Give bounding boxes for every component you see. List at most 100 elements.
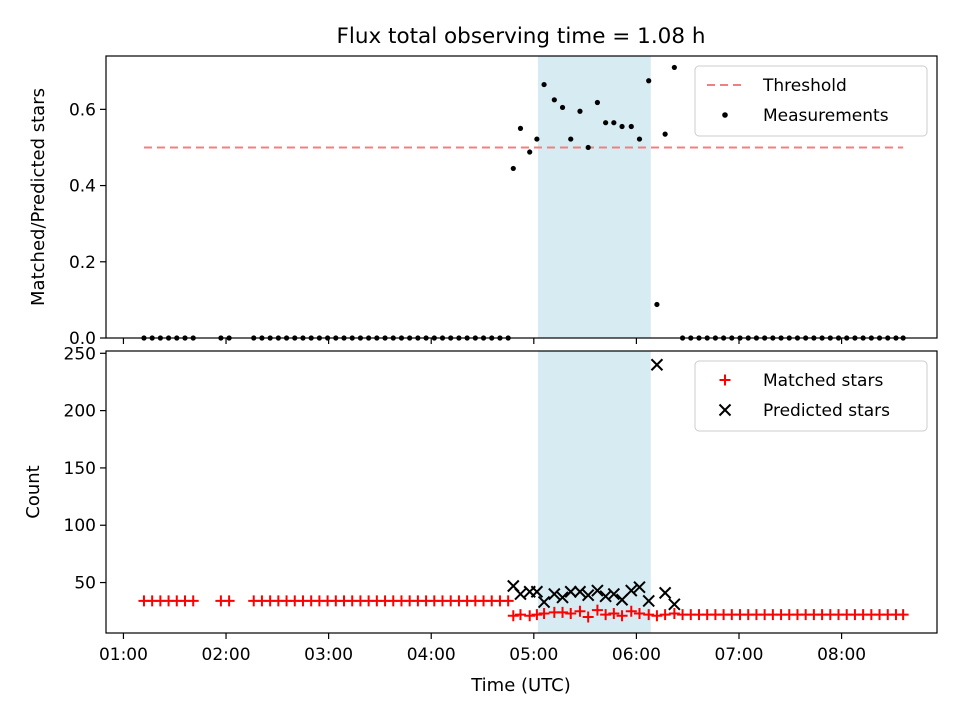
matched-star-marker: [565, 608, 577, 620]
predicted-star-marker: [537, 595, 551, 609]
predicted-star-marker: [642, 594, 655, 608]
predicted-star-marker: [625, 584, 638, 597]
measurement-point: [541, 81, 547, 88]
matched-star-marker: [616, 610, 628, 622]
matched-star-marker: [651, 610, 663, 622]
matched-star-marker: [557, 606, 569, 618]
top-panel: 0.0 0.2 0.4 0.6 Matched/Predicted stars Thr…: [28, 55, 938, 349]
y-tick-label: 0.6: [69, 100, 96, 120]
predicted-star-marker: [633, 580, 646, 594]
predicted-star-marker: [607, 587, 621, 601]
legend-label: Matched stars: [763, 371, 883, 391]
predicted-star-marker: [556, 591, 569, 604]
matched-star-marker: [897, 609, 909, 621]
predicted-star-marker: [548, 587, 561, 601]
measurement-point: [594, 99, 601, 106]
measurement-point: [662, 131, 668, 137]
x-tick-label: 02:00: [202, 645, 251, 665]
matched-star-marker: [668, 608, 680, 620]
matched-star-marker: [582, 611, 594, 623]
y-tick-label: 150: [64, 459, 96, 479]
x-tick-label: 07:00: [714, 645, 763, 665]
legend-label: Threshold: [762, 76, 847, 96]
predicted-star-marker: [599, 590, 612, 603]
matched-star-marker: [223, 595, 235, 607]
matched-star-marker: [524, 610, 536, 622]
y-ticks-top: 0.0 0.2 0.4 0.6: [69, 100, 106, 349]
matched-star-marker: [659, 609, 671, 621]
measurement-point: [551, 97, 557, 103]
measurement-point: [568, 136, 574, 142]
matched-star-marker: [643, 609, 655, 621]
legend-box: [694, 360, 928, 432]
matched-star-marker: [591, 604, 603, 616]
y-tick-label: 0.4: [69, 177, 96, 197]
y-tick-label: 0.0: [69, 329, 96, 349]
predicted-star-marker: [514, 587, 527, 601]
predicted-star-marker: [668, 598, 681, 611]
y-tick-label: 200: [64, 402, 96, 422]
y-tick-label: 50: [74, 574, 96, 594]
y-tick-label: 0.2: [69, 253, 96, 273]
measurement-point: [585, 144, 591, 151]
matched-star-marker: [187, 595, 199, 607]
predicted-star-marker: [573, 585, 587, 598]
y-axis-label-top: Matched/Predicted stars: [28, 88, 49, 306]
bottom-panel: 50 100 150 200 250 01:00 02:00 03:00 04:00 05:00…: [23, 344, 938, 665]
predicted-star-marker: [650, 358, 664, 371]
predicted-star-marker: [581, 588, 595, 602]
matched-star-marker: [502, 595, 514, 607]
legend-label: Predicted stars: [763, 401, 890, 421]
matched-star-marker: [633, 608, 645, 620]
predicted-star-marker: [564, 585, 577, 598]
matched-star-marker: [514, 609, 526, 621]
measurement-point: [527, 149, 533, 155]
matched-star-marker: [531, 609, 543, 621]
x-tick-label: 08:00: [817, 645, 866, 665]
measurement-point: [577, 108, 583, 114]
count-points: [138, 358, 909, 623]
matched-star-marker: [574, 605, 586, 617]
predicted-star-marker: [591, 584, 604, 597]
predicted-star-marker: [718, 403, 732, 417]
x-tick-label: 06:00: [612, 645, 661, 665]
measurement-point: [603, 120, 609, 126]
y-tick-label: 250: [64, 344, 96, 364]
legend-measurement-swatch: [722, 112, 728, 118]
highlight-span-top: [537, 56, 651, 338]
measurement-point: [611, 120, 617, 126]
chart-title: Flux total observing time = 1.08 h: [337, 24, 706, 49]
legend-box: [694, 65, 928, 137]
axes-frame-top: [105, 55, 938, 339]
matched-star-marker: [507, 610, 519, 622]
x-ticks-bottom: 01:00 02:00 03:00 04:00 05:00 06:00 07:00 08:00: [99, 633, 866, 665]
matched-star-marker: [538, 608, 550, 620]
measurement-point: [517, 125, 524, 132]
legend-top: Threshold Measurements: [694, 65, 928, 137]
x-axis-label: Time (UTC): [470, 675, 571, 696]
measurement-point: [534, 136, 540, 142]
matched-star-marker: [600, 609, 612, 621]
y-axis-label-bottom: Count: [23, 465, 44, 518]
x-tick-label: 04:00: [407, 645, 456, 665]
x-tick-label: 01:00: [99, 645, 148, 665]
measurement-point: [559, 104, 566, 111]
axes-frame-bottom: [105, 350, 938, 634]
legend-bottom: Matched stars Predicted stars: [694, 360, 928, 432]
matched-star-marker: [625, 605, 637, 617]
matched-star-marker: [608, 608, 620, 620]
predicted-star-marker: [615, 593, 629, 606]
predicted-star-marker: [658, 586, 672, 600]
measurement-point: [636, 136, 643, 142]
measurement-point: [619, 123, 625, 130]
x-tick-label: 03:00: [304, 645, 353, 665]
measurement-point: [628, 123, 634, 130]
predicted-star-marker: [530, 585, 544, 598]
highlight-span-bottom: [537, 351, 651, 633]
measurement-point: [510, 165, 516, 172]
measurement-point: [646, 78, 652, 84]
y-tick-label: 100: [64, 516, 96, 536]
y-ticks-bottom: 50 100 150 200 250: [64, 344, 106, 594]
x-ticks-top: [122, 338, 843, 344]
